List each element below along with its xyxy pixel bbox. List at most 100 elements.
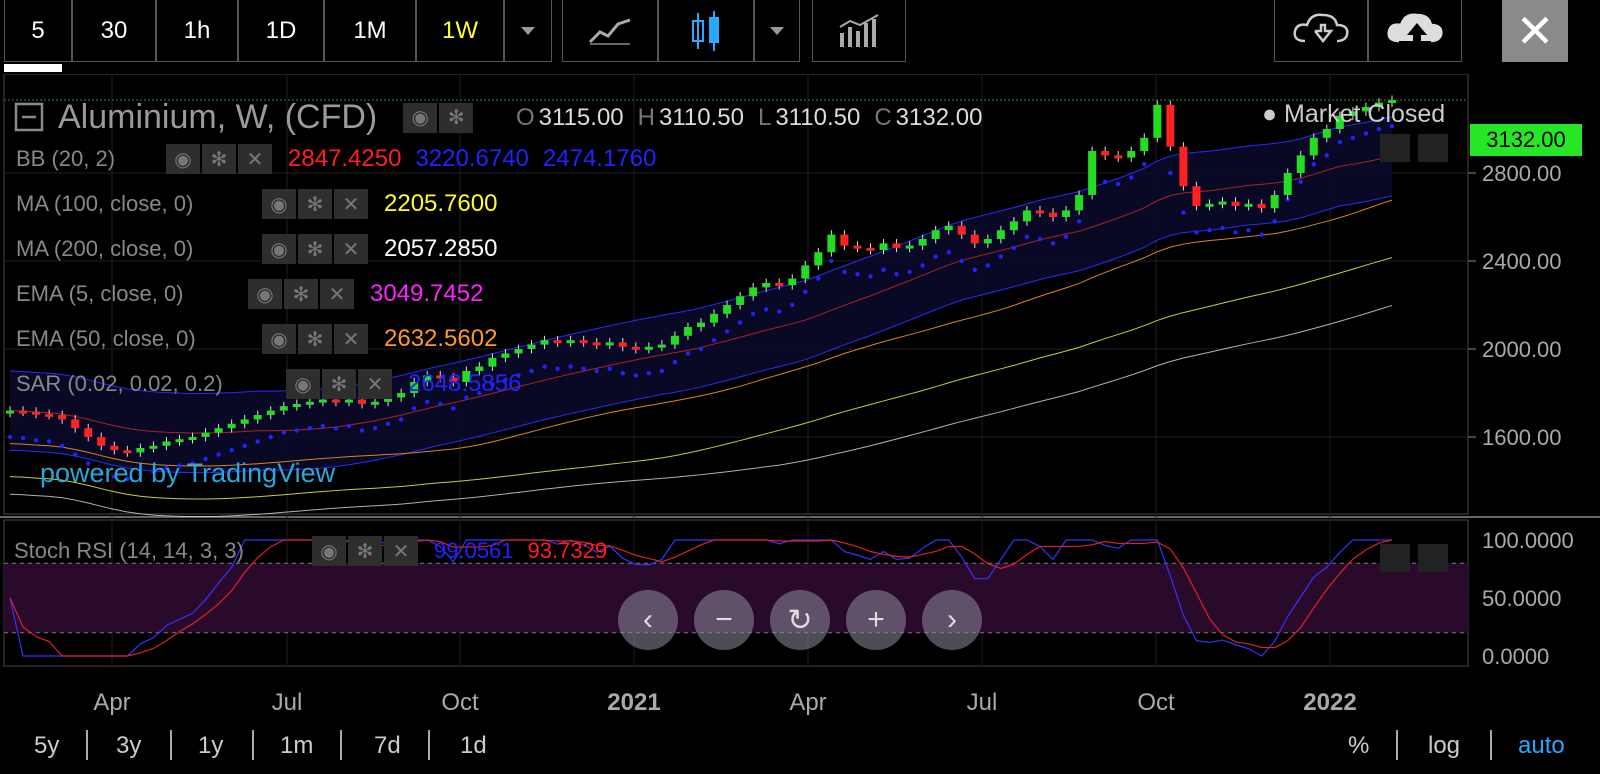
sar-dot bbox=[203, 456, 208, 462]
line-chart-icon bbox=[588, 18, 631, 45]
ma-100-line bbox=[9, 257, 1393, 500]
sar-dot bbox=[372, 426, 378, 431]
indicator-value: 2847.4250 bbox=[288, 145, 402, 172]
interval-1w-button[interactable]: 1W bbox=[416, 0, 504, 62]
scroll-left-button[interactable]: ‹ bbox=[618, 590, 678, 650]
indicator-legend: MA (100, close, 0) ◉ ✻ ✕ 2205.7600 bbox=[16, 189, 497, 219]
sar-dot bbox=[1011, 245, 1017, 250]
gear-icon[interactable]: ✻ bbox=[298, 189, 332, 219]
candle bbox=[384, 397, 393, 402]
stoch-rsi-value: 99.0561 bbox=[434, 538, 514, 563]
range-7d-button[interactable]: 7d bbox=[374, 732, 401, 759]
candle bbox=[723, 305, 732, 314]
reset-chart-button[interactable]: ↻ bbox=[770, 590, 830, 650]
chart-canvas[interactable]: Apr Jul Oct 2021 Apr Jul Oct 2022 2800.00 2400.00… bbox=[0, 74, 1600, 724]
remove-icon[interactable]: ✕ bbox=[384, 536, 418, 566]
sar-dot bbox=[529, 368, 534, 374]
indicator-name: MA (100, close, 0) bbox=[16, 191, 194, 216]
market-status: ● Market Closed bbox=[1262, 100, 1446, 128]
divider bbox=[428, 730, 430, 760]
gear-icon[interactable]: ✻ bbox=[322, 369, 356, 399]
range-1y-button[interactable]: 1y bbox=[198, 732, 224, 759]
sar-dot bbox=[1194, 230, 1199, 235]
candle bbox=[1101, 151, 1110, 156]
candle bbox=[188, 437, 197, 440]
eye-icon[interactable]: ◉ bbox=[262, 234, 296, 264]
remove-icon[interactable]: ✕ bbox=[238, 144, 272, 174]
log-scale-button[interactable]: log bbox=[1428, 732, 1461, 759]
eye-icon[interactable]: ◉ bbox=[166, 144, 200, 174]
close-button[interactable]: ✕ bbox=[1502, 0, 1568, 62]
interval-1h-button[interactable]: 1h bbox=[156, 0, 238, 62]
remove-icon[interactable]: ✕ bbox=[334, 189, 368, 219]
gear-icon[interactable]: ✻ bbox=[439, 102, 474, 133]
upload-button[interactable] bbox=[1368, 0, 1462, 62]
candle bbox=[71, 419, 80, 429]
interval-5-button[interactable]: 5 bbox=[4, 0, 72, 62]
sar-dot bbox=[946, 250, 951, 255]
gear-icon[interactable]: ✻ bbox=[298, 234, 332, 264]
chart-area[interactable]: Apr Jul Oct 2021 Apr Jul Oct 2022 2800.00 2400.00… bbox=[0, 74, 1600, 716]
line-chart-button[interactable] bbox=[562, 0, 658, 62]
candle bbox=[410, 382, 419, 393]
collapse-legend-icon[interactable] bbox=[14, 102, 46, 134]
candle bbox=[710, 313, 719, 323]
eye-icon[interactable]: ◉ bbox=[312, 536, 346, 566]
indicators-button[interactable] bbox=[812, 0, 906, 62]
download-button[interactable] bbox=[1274, 0, 1368, 62]
candle bbox=[1009, 221, 1018, 231]
auto-scale-button[interactable]: auto bbox=[1518, 732, 1565, 759]
pane-arrow-button bbox=[1380, 544, 1410, 572]
eye-icon[interactable]: ◉ bbox=[262, 189, 296, 219]
sar-dot bbox=[398, 417, 404, 422]
eye-icon[interactable]: ◉ bbox=[262, 324, 296, 354]
sar-dot bbox=[346, 423, 352, 429]
sar-dot bbox=[1037, 236, 1043, 242]
gear-icon[interactable]: ✻ bbox=[348, 536, 382, 566]
interval-dropdown-button[interactable] bbox=[504, 0, 552, 62]
sar-dot bbox=[451, 406, 456, 411]
x-tick-label: Jul bbox=[272, 689, 303, 716]
remove-icon[interactable]: ✕ bbox=[334, 234, 368, 264]
zoom-in-button[interactable]: + bbox=[846, 590, 906, 650]
range-3y-button[interactable]: 3y bbox=[116, 732, 142, 759]
sar-dot bbox=[568, 364, 573, 369]
sar-dot bbox=[425, 399, 430, 404]
scroll-right-button[interactable]: › bbox=[922, 590, 982, 650]
remove-icon[interactable]: ✕ bbox=[334, 324, 368, 354]
chevron-down-icon bbox=[521, 26, 535, 35]
chart-type-dropdown-button[interactable] bbox=[754, 0, 800, 62]
gear-icon[interactable]: ✻ bbox=[298, 324, 332, 354]
indicator-legend: SAR (0.02, 0.02, 0.2) ◉ ✻ ✕ 2648.5856 bbox=[16, 369, 521, 399]
candle bbox=[579, 340, 588, 344]
range-5y-button[interactable]: 5y bbox=[34, 732, 60, 759]
interval-30-button[interactable]: 30 bbox=[72, 0, 156, 62]
tradingview-watermark[interactable]: powered by TradingView bbox=[40, 458, 336, 488]
candlestick-button[interactable] bbox=[658, 0, 754, 62]
gear-icon[interactable]: ✻ bbox=[284, 279, 318, 309]
gear-icon[interactable]: ✻ bbox=[202, 144, 236, 174]
percent-scale-button[interactable]: % bbox=[1348, 732, 1370, 759]
chevron-down-icon bbox=[770, 26, 784, 35]
interval-1d-button[interactable]: 1D bbox=[238, 0, 324, 62]
sar-dot bbox=[86, 461, 91, 466]
remove-icon[interactable]: ✕ bbox=[320, 279, 354, 309]
candle bbox=[1075, 195, 1084, 211]
sar-dot bbox=[1337, 140, 1343, 145]
candle bbox=[514, 349, 523, 354]
candle bbox=[1257, 203, 1266, 209]
remove-icon[interactable]: ✕ bbox=[358, 369, 392, 399]
candle bbox=[253, 415, 262, 420]
indicator-name: MA (200, close, 0) bbox=[16, 236, 194, 261]
range-1m-button[interactable]: 1m bbox=[280, 732, 314, 759]
eye-icon[interactable]: ◉ bbox=[248, 279, 282, 309]
indicator-value: 3220.6740 bbox=[415, 145, 529, 172]
eye-icon[interactable]: ◉ bbox=[286, 369, 320, 399]
eye-icon[interactable]: ◉ bbox=[403, 102, 438, 133]
zoom-out-button[interactable]: − bbox=[694, 590, 754, 650]
candle bbox=[1127, 151, 1136, 158]
candle bbox=[449, 377, 458, 382]
sar-dot bbox=[1246, 228, 1251, 233]
range-1d-button[interactable]: 1d bbox=[460, 732, 487, 759]
interval-1m-button[interactable]: 1M bbox=[324, 0, 416, 62]
